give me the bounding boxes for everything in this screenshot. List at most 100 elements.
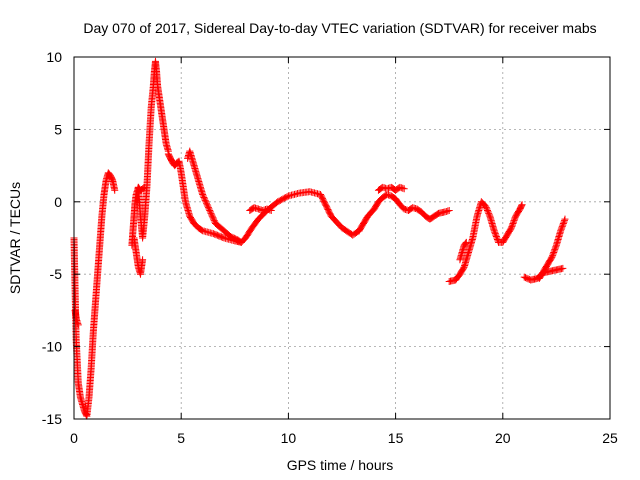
data-point (491, 230, 499, 238)
data-point (199, 191, 207, 199)
data-point (559, 264, 567, 272)
data-point (548, 253, 556, 261)
data-point (283, 193, 291, 201)
series-segment-10 (374, 183, 408, 194)
plot-frame (73, 56, 611, 420)
series-segment-5 (134, 183, 149, 194)
data-point (400, 185, 408, 193)
data-point (558, 224, 566, 232)
data-point (560, 217, 568, 225)
data-point (199, 192, 207, 200)
data-point (560, 218, 568, 226)
data-point (210, 215, 218, 223)
data-point (508, 221, 516, 229)
data-point (111, 186, 119, 194)
data-point (201, 196, 209, 204)
data-point (491, 228, 499, 236)
data-point (483, 205, 491, 213)
data-point (518, 201, 526, 209)
data-point (551, 246, 559, 254)
data-point (267, 206, 275, 214)
data-point (493, 234, 501, 242)
chart-title: Day 070 of 2017, Sidereal Day-to-day VTE… (83, 20, 596, 36)
y-tick-label: -5 (50, 266, 63, 282)
series-segment-8 (246, 204, 275, 214)
data-point (201, 195, 209, 203)
data-point (510, 217, 518, 225)
data-point (510, 218, 518, 226)
data-point (139, 256, 147, 264)
data-point (557, 227, 565, 235)
data-point (202, 198, 210, 206)
data-point (208, 211, 216, 219)
data-point (550, 248, 558, 256)
data-point (219, 233, 227, 241)
data-point (559, 220, 567, 228)
data-point (140, 184, 148, 192)
data-point (204, 204, 212, 212)
x-tick-label: 0 (70, 430, 78, 446)
data-point (462, 238, 470, 246)
data-point (208, 212, 216, 220)
data-point (73, 318, 81, 326)
data-point (507, 224, 515, 232)
data-point (550, 247, 558, 255)
data-point (74, 321, 82, 329)
data-point (200, 193, 208, 201)
series-segment-11 (445, 198, 526, 285)
data-point (210, 217, 218, 225)
data-point (552, 243, 560, 251)
data-point (558, 222, 566, 230)
data-point (559, 221, 567, 229)
series-segment-12 (456, 238, 470, 264)
data-point (557, 225, 565, 233)
data-point (485, 209, 493, 217)
data-point (492, 231, 500, 239)
data-point (205, 205, 213, 213)
series-segment-4 (130, 234, 147, 278)
data-marks (70, 57, 569, 420)
x-axis-label: GPS time / hours (287, 457, 394, 473)
data-point (549, 250, 557, 258)
data-point (485, 211, 493, 219)
data-point (74, 319, 82, 327)
data-point (141, 183, 149, 191)
data-point (204, 202, 212, 210)
data-point (202, 199, 210, 207)
series-segment-9 (355, 191, 453, 235)
series-segment-13 (520, 264, 567, 284)
x-tick-label: 10 (281, 430, 297, 446)
x-tick-label: 20 (495, 430, 511, 446)
data-point (518, 202, 526, 210)
x-tick-label: 25 (602, 430, 618, 446)
data-point (508, 222, 516, 230)
data-point (207, 209, 215, 217)
grid (74, 57, 610, 419)
data-point (206, 206, 214, 214)
data-point (509, 220, 517, 228)
data-point (445, 206, 453, 214)
tick-labels: 0 5 10 15 20 25 -15 -10 -5 0 5 10 (42, 49, 618, 446)
y-axis-label: SDTVAR / TECUs (7, 182, 23, 294)
data-point (483, 206, 491, 214)
series-segment-14 (535, 215, 569, 283)
data-point (209, 214, 217, 222)
data-point (206, 208, 214, 216)
axis-ticks (73, 56, 611, 420)
data-point (549, 251, 557, 259)
data-point (482, 202, 490, 210)
y-tick-label: -10 (42, 339, 62, 355)
data-point (462, 239, 470, 247)
data-point (551, 244, 559, 252)
y-tick-label: -15 (42, 411, 62, 427)
y-tick-label: 0 (54, 194, 62, 210)
data-point (203, 201, 211, 209)
y-tick-label: 5 (54, 121, 62, 137)
data-point (561, 215, 569, 223)
data-point (511, 215, 519, 223)
data-point (482, 204, 490, 212)
x-tick-label: 15 (388, 430, 404, 446)
data-point (484, 208, 492, 216)
